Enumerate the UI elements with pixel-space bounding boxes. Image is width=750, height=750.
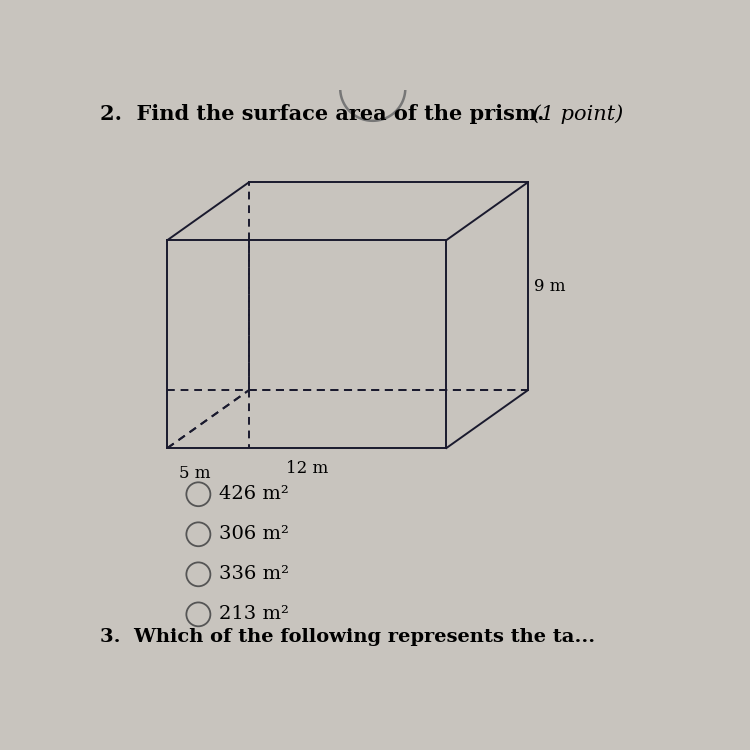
Text: 5 m: 5 m	[179, 465, 211, 482]
Text: 9 m: 9 m	[534, 278, 566, 295]
Text: 3.  Which of the following represents the ta...: 3. Which of the following represents the…	[100, 628, 595, 646]
Text: 2.  Find the surface area of the prism.: 2. Find the surface area of the prism.	[100, 104, 544, 124]
Text: 213 m²: 213 m²	[219, 605, 290, 623]
Text: 336 m²: 336 m²	[219, 566, 290, 584]
Text: 426 m²: 426 m²	[219, 485, 289, 503]
Text: 306 m²: 306 m²	[219, 525, 290, 543]
Text: (1 point): (1 point)	[526, 104, 623, 124]
Text: 12 m: 12 m	[286, 460, 328, 476]
